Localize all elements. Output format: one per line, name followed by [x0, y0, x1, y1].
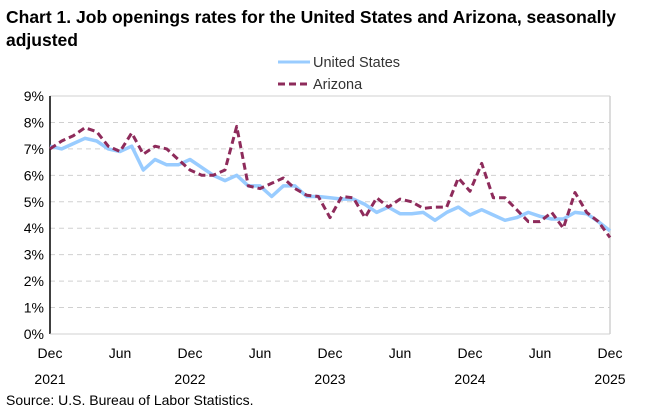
x-tick-month: Jun [389, 345, 412, 361]
y-tick-label: 9% [24, 88, 44, 104]
x-tick-month: Dec [598, 345, 623, 361]
chart-title: Chart 1. Job openings rates for the Unit… [6, 7, 617, 50]
y-tick-label: 7% [24, 141, 44, 157]
y-tick-label: 3% [24, 247, 44, 263]
y-tick-label: 6% [24, 167, 44, 183]
y-tick-label: 4% [24, 220, 44, 236]
y-tick-label: 0% [24, 326, 44, 342]
x-tick-month: Dec [38, 345, 63, 361]
x-tick-month: Jun [529, 345, 552, 361]
legend-label: Arizona [313, 77, 363, 93]
x-tick-year: 2021 [34, 371, 65, 387]
x-tick-month: Dec [458, 345, 483, 361]
series-line-arizona [49, 124, 612, 239]
x-tick-year: 2023 [314, 371, 345, 387]
series-line-united-states [49, 136, 612, 233]
y-tick-label: 5% [24, 194, 44, 210]
x-tick-year: 2022 [174, 371, 205, 387]
x-tick-year: 2024 [454, 371, 485, 387]
x-tick-month: Dec [318, 345, 343, 361]
x-tick-month: Jun [249, 345, 272, 361]
x-tick-year: 2025 [594, 371, 625, 387]
x-tick-month: Jun [109, 345, 132, 361]
y-tick-label: 1% [24, 300, 44, 316]
x-tick-month: Dec [178, 345, 203, 361]
source-note: Source: U.S. Bureau of Labor Statistics. [6, 392, 254, 408]
y-tick-label: 8% [24, 114, 44, 130]
legend-label: United States [313, 55, 400, 71]
y-tick-label: 2% [24, 273, 44, 289]
